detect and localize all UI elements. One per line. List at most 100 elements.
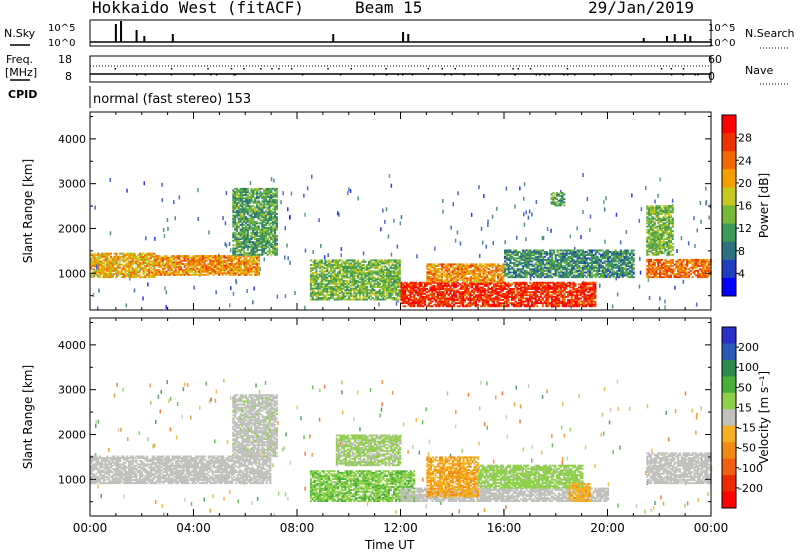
heatmap-cell xyxy=(161,267,164,270)
heatmap-cell xyxy=(138,268,141,271)
heatmap-cell xyxy=(590,294,593,297)
heatmap-cell xyxy=(355,292,358,295)
heatmap-cell xyxy=(384,278,387,281)
heatmap-cell xyxy=(252,192,255,195)
heatmap-cell xyxy=(104,274,107,277)
heatmap-cell xyxy=(153,255,156,258)
heatmap-cell xyxy=(568,289,571,292)
heatmap-cell xyxy=(257,216,260,219)
heatmap-cell xyxy=(416,302,419,305)
heatmap-cell xyxy=(250,191,253,193)
heatmap-cell xyxy=(514,294,517,297)
heatmap-cell xyxy=(340,275,343,277)
heatmap-cell xyxy=(386,273,389,276)
heatmap-cell xyxy=(407,299,410,301)
heatmap-cell xyxy=(424,284,427,287)
heatmap-cell xyxy=(380,293,383,296)
heatmap-cell xyxy=(369,293,372,296)
heatmap-cell xyxy=(270,242,273,245)
heatmap-cell xyxy=(261,245,264,248)
heatmap-cell xyxy=(491,277,494,280)
heatmap-cell xyxy=(552,295,555,298)
heatmap-cell xyxy=(275,225,278,228)
heatmap-cell xyxy=(93,263,96,266)
heatmap-cell xyxy=(489,295,492,298)
heatmap-cell xyxy=(362,279,365,282)
heatmap-cell xyxy=(598,265,601,270)
heatmap-cell xyxy=(353,262,356,265)
heatmap-cell xyxy=(563,286,566,289)
heatmap-cell xyxy=(483,302,486,305)
heatmap-cell xyxy=(138,257,141,260)
heatmap-cell xyxy=(210,263,213,265)
heatmap-cell xyxy=(362,276,365,279)
heatmap-cell xyxy=(163,233,166,238)
heatmap-cell xyxy=(380,286,383,288)
heatmap-cell xyxy=(358,278,361,281)
heatmap-cell xyxy=(422,288,425,290)
heatmap-cell xyxy=(158,266,161,268)
heatmap-cell xyxy=(326,278,329,281)
heatmap-cell xyxy=(507,258,510,261)
heatmap-cell xyxy=(129,262,132,264)
heatmap-cell xyxy=(254,241,257,244)
heatmap-cell xyxy=(259,209,262,212)
heatmap-cell xyxy=(476,297,479,300)
heatmap-cell xyxy=(263,250,266,253)
heatmap-cell xyxy=(256,255,259,257)
heatmap-cell xyxy=(255,192,258,195)
heatmap-cell xyxy=(257,206,260,209)
heatmap-cell xyxy=(333,282,336,285)
heatmap-cell xyxy=(369,271,372,274)
heatmap-cell xyxy=(259,228,262,231)
heatmap-cell xyxy=(511,294,514,297)
heatmap-cell xyxy=(119,255,122,258)
heatmap-cell xyxy=(518,303,521,306)
heatmap-cell xyxy=(505,291,508,294)
heatmap-cell xyxy=(505,303,508,306)
heatmap-cell xyxy=(496,288,499,290)
heatmap-cell xyxy=(207,269,210,272)
heatmap-cell xyxy=(323,255,326,260)
heatmap-cell xyxy=(237,241,240,244)
heatmap-cell xyxy=(259,242,262,245)
heatmap-cell xyxy=(529,300,532,303)
heatmap-cell xyxy=(331,275,334,277)
heatmap-cell xyxy=(268,196,271,201)
heatmap-cell xyxy=(315,265,318,268)
heatmap-cell xyxy=(227,270,230,273)
heatmap-cell xyxy=(337,295,340,298)
heatmap-cell xyxy=(264,189,267,192)
heatmap-cell xyxy=(444,300,447,303)
heatmap-cell xyxy=(391,278,394,281)
heatmap-cell xyxy=(115,254,118,257)
heatmap-cell xyxy=(172,272,175,275)
heatmap-cell xyxy=(124,255,127,258)
heatmap-cell xyxy=(464,274,467,277)
heatmap-cell xyxy=(234,233,237,236)
heatmap-cell xyxy=(335,287,338,290)
heatmap-cell xyxy=(245,209,248,212)
heatmap-cell xyxy=(207,258,210,261)
heatmap-cell xyxy=(234,239,237,242)
heatmap-cell xyxy=(380,275,383,277)
heatmap-cell xyxy=(120,258,123,261)
heatmap-cell xyxy=(219,267,222,270)
heatmap-cell xyxy=(169,272,172,275)
heatmap-cell xyxy=(511,274,514,277)
heatmap-cell xyxy=(346,298,349,301)
heatmap-cell xyxy=(109,266,112,269)
heatmap-cell xyxy=(572,281,575,284)
heatmap-cell xyxy=(431,289,434,292)
heatmap-cell xyxy=(382,297,385,299)
heatmap-cell xyxy=(467,289,470,292)
heatmap-cell xyxy=(255,202,258,204)
heatmap-cell xyxy=(263,203,266,206)
heatmap-cell xyxy=(588,281,591,284)
heatmap-cell xyxy=(165,264,168,267)
heatmap-cell xyxy=(259,219,262,222)
heatmap-cell xyxy=(331,276,334,279)
heatmap-cell xyxy=(189,267,192,270)
heatmap-cell xyxy=(317,276,320,279)
heatmap-cell xyxy=(238,273,241,276)
